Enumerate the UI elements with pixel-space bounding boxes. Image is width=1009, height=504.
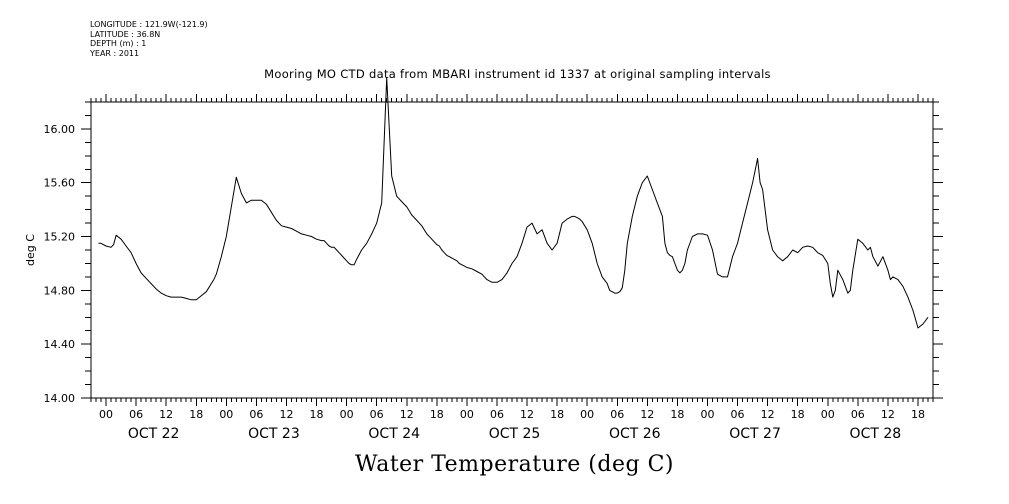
x-tick-label: 12 — [640, 408, 654, 421]
x-tick-label: 18 — [189, 408, 203, 421]
x-day-label: OCT 22 — [128, 426, 180, 442]
meta-line-longitude: LONGITUDE : 121.9W(-121.9) — [90, 20, 208, 29]
y-tick-label: 14.80 — [44, 284, 76, 297]
x-tick-label: 00 — [340, 408, 354, 421]
x-day-label: OCT 23 — [248, 426, 300, 442]
y-tick-label: 16.00 — [44, 123, 76, 136]
x-tick-label: 12 — [400, 408, 414, 421]
x-tick-label: 12 — [520, 408, 534, 421]
x-tick-label: 00 — [460, 408, 474, 421]
plot-frame — [90, 101, 934, 399]
x-tick-label: 18 — [911, 408, 925, 421]
x-tick-label: 18 — [430, 408, 444, 421]
x-tick-label: 12 — [761, 408, 775, 421]
x-tick-label: 00 — [821, 408, 835, 421]
x-tick-label: 18 — [550, 408, 564, 421]
metadata-block: LONGITUDE : 121.9W(-121.9) LATITUDE : 36.… — [90, 20, 208, 58]
x-tick-label: 06 — [610, 408, 624, 421]
x-tick-label: 06 — [731, 408, 745, 421]
x-day-label: OCT 27 — [729, 426, 781, 442]
x-tick-label: 18 — [791, 408, 805, 421]
x-tick-label: 06 — [129, 408, 143, 421]
y-tick-label: 14.40 — [44, 338, 76, 351]
x-tick-label: 00 — [580, 408, 594, 421]
x-tick-label: 06 — [490, 408, 504, 421]
x-tick-label: 18 — [310, 408, 324, 421]
x-tick-label: 06 — [249, 408, 263, 421]
x-tick-label: 12 — [159, 408, 173, 421]
x-tick-label: 00 — [700, 408, 714, 421]
meta-line-latitude: LATITUDE : 36.8N — [90, 29, 161, 39]
x-tick-label: 06 — [370, 408, 384, 421]
x-tick-label: 00 — [99, 408, 113, 421]
x-day-label: OCT 25 — [489, 426, 541, 442]
x-day-label: OCT 26 — [609, 426, 661, 442]
meta-line-year: YEAR : 2011 — [90, 48, 140, 58]
y-tick-label: 14.00 — [44, 392, 76, 405]
y-tick-label: 15.20 — [44, 231, 76, 244]
x-tick-label: 12 — [279, 408, 293, 421]
meta-line-depth: DEPTH (m) : 1 — [90, 39, 147, 49]
x-day-label: OCT 28 — [850, 426, 902, 442]
x-tick-label: 00 — [219, 408, 233, 421]
temperature-series-line — [98, 77, 929, 329]
x-day-label: OCT 24 — [368, 426, 420, 442]
x-tick-label: 12 — [881, 408, 895, 421]
variable-title: Water Temperature (deg C) — [355, 452, 674, 477]
y-tick-label: 15.60 — [44, 177, 76, 190]
x-tick-label: 18 — [670, 408, 684, 421]
y-axis-label: deg C — [24, 234, 37, 266]
x-tick-label: 06 — [851, 408, 865, 421]
chart-title: Mooring MO CTD data from MBARI instrumen… — [264, 67, 771, 81]
